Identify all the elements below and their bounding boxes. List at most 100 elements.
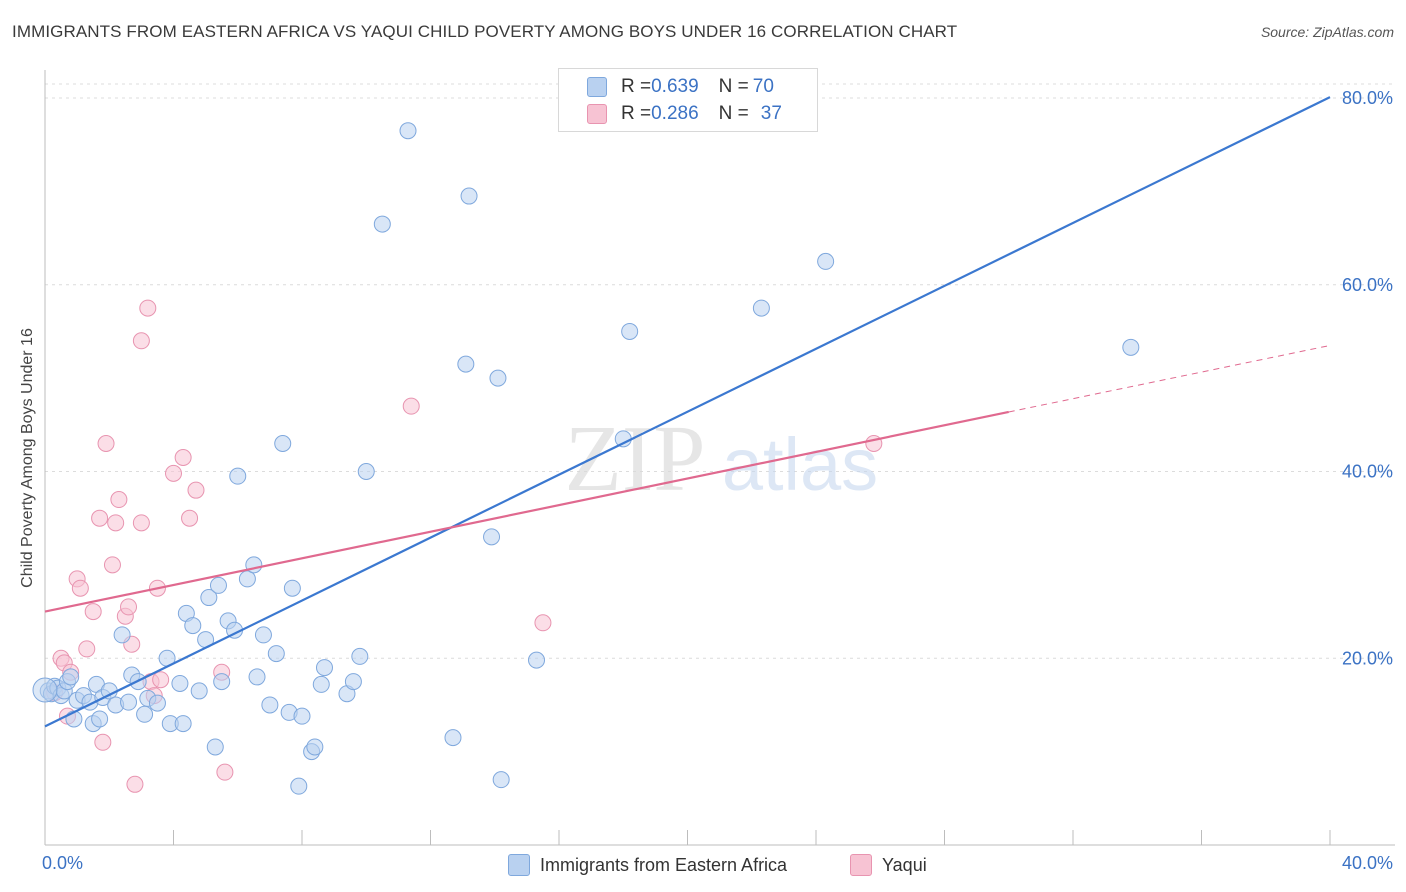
- data-point-yaqui: [181, 509, 199, 527]
- legend-swatch-blue: [587, 77, 607, 97]
- legend-n-label: N =: [718, 103, 749, 124]
- data-point-eastern-africa: [200, 589, 218, 607]
- data-point-eastern-africa: [254, 626, 272, 644]
- data-point-eastern-africa: [483, 528, 501, 546]
- data-point-yaqui: [402, 397, 420, 415]
- trend-line-eastern-africa: [44, 96, 1331, 728]
- data-point-eastern-africa: [315, 659, 333, 677]
- series-yaqui-points: [46, 299, 883, 793]
- legend-swatch-pink: [587, 104, 607, 124]
- legend-r-label: R =: [621, 76, 652, 97]
- data-point-eastern-africa: [489, 369, 507, 387]
- data-point-eastern-africa: [174, 715, 192, 733]
- legend-row-eastern-africa: R = 0.639 N = 70: [587, 75, 774, 99]
- y-tick-label: 80.0%: [1342, 88, 1393, 108]
- legend-r-label: R =: [621, 103, 652, 124]
- data-point-eastern-africa: [528, 651, 546, 669]
- bottom-legend-yaqui: Yaqui: [850, 852, 927, 878]
- data-point-eastern-africa: [283, 579, 301, 597]
- data-point-eastern-africa: [306, 738, 324, 756]
- data-point-yaqui: [216, 763, 234, 781]
- axes: [44, 70, 1395, 846]
- data-point-eastern-africa: [171, 674, 189, 692]
- data-point-eastern-africa: [148, 694, 166, 712]
- data-point-yaqui: [174, 449, 192, 466]
- data-point-eastern-africa-cluster: [32, 677, 58, 703]
- trend-line-yaqui: [44, 410, 1009, 613]
- data-point-yaqui: [94, 733, 112, 751]
- data-point-eastern-africa: [209, 576, 227, 594]
- bottom-legend-label: Immigrants from Eastern Africa: [540, 854, 788, 875]
- trend-lines: [44, 96, 1331, 728]
- data-point-eastern-africa: [817, 252, 835, 270]
- correlation-legend: R = 0.639 N = 70 R = 0.286 N = 37: [558, 68, 818, 132]
- data-point-eastern-africa: [492, 771, 510, 789]
- legend-row-yaqui: R = 0.286 N = 37: [587, 102, 782, 126]
- x-tick-label: 40.0%: [1342, 853, 1393, 873]
- tick-labels: 20.0% 40.0% 60.0% 80.0% 0.0% 40.0%: [42, 88, 1393, 873]
- data-point-yaqui: [107, 514, 125, 532]
- trend-line-yaqui-extension: [1008, 344, 1331, 413]
- data-point-yaqui: [139, 299, 157, 317]
- data-point-eastern-africa: [752, 299, 770, 317]
- data-point-eastern-africa: [213, 673, 231, 691]
- data-point-eastern-africa: [62, 668, 80, 686]
- data-point-eastern-africa: [460, 187, 478, 205]
- data-point-yaqui: [78, 640, 96, 658]
- y-tick-label: 20.0%: [1342, 648, 1393, 668]
- data-point-yaqui: [126, 775, 144, 793]
- data-point-eastern-africa: [184, 617, 202, 635]
- data-point-eastern-africa: [274, 434, 292, 452]
- data-point-eastern-africa: [457, 355, 475, 373]
- data-point-yaqui: [132, 332, 150, 350]
- data-point-yaqui: [103, 556, 121, 574]
- watermark-zip: ZIP: [565, 407, 706, 511]
- data-point-eastern-africa: [91, 710, 109, 728]
- data-point-eastern-africa: [444, 729, 462, 747]
- bottom-legend-swatch-pink: [850, 854, 872, 876]
- data-point-eastern-africa: [229, 467, 247, 485]
- source-credit: Source: ZipAtlas.com: [1260, 24, 1394, 40]
- x-tick-label: 0.0%: [42, 853, 83, 873]
- data-point-yaqui: [534, 614, 552, 632]
- data-point-eastern-africa: [206, 738, 224, 756]
- data-point-yaqui: [187, 481, 205, 499]
- legend-n-value: 37: [760, 103, 782, 124]
- data-point-eastern-africa: [399, 122, 417, 140]
- watermark-atlas: atlas: [722, 423, 878, 506]
- data-point-yaqui: [165, 464, 182, 482]
- data-point-eastern-africa: [293, 707, 311, 725]
- data-point-eastern-africa: [261, 696, 279, 714]
- legend-n-label: N =: [718, 76, 749, 97]
- data-point-eastern-africa: [248, 668, 266, 686]
- series-eastern-africa-points: [32, 122, 1140, 795]
- data-point-eastern-africa: [373, 215, 391, 233]
- bottom-legend-eastern-africa: Immigrants from Eastern Africa: [508, 852, 787, 878]
- data-point-yaqui: [84, 603, 102, 621]
- data-point-eastern-africa: [120, 693, 138, 711]
- data-point-yaqui: [152, 671, 170, 689]
- data-point-eastern-africa: [1122, 338, 1140, 356]
- bottom-legend-swatch-blue: [508, 854, 530, 876]
- data-point-eastern-africa: [190, 682, 208, 700]
- data-point-eastern-africa: [113, 626, 131, 644]
- data-point-yaqui: [71, 579, 89, 597]
- legend-n-value: 70: [752, 76, 774, 97]
- data-point-yaqui: [120, 598, 138, 616]
- y-tick-label: 40.0%: [1342, 462, 1393, 482]
- data-point-yaqui: [110, 491, 128, 509]
- y-tick-label: 60.0%: [1342, 275, 1393, 295]
- data-point-eastern-africa: [267, 645, 285, 663]
- data-point-eastern-africa: [136, 705, 154, 723]
- data-point-eastern-africa: [621, 322, 639, 340]
- data-point-eastern-africa: [357, 463, 375, 481]
- legend-r-value: 0.286: [651, 103, 699, 124]
- data-point-eastern-africa: [351, 647, 369, 665]
- data-point-yaqui: [97, 434, 115, 452]
- data-point-yaqui: [132, 514, 150, 532]
- data-point-eastern-africa: [312, 675, 330, 693]
- legend-r-value: 0.639: [651, 76, 699, 97]
- data-point-yaqui: [91, 509, 109, 527]
- chart-title: IMMIGRANTS FROM EASTERN AFRICA VS YAQUI …: [12, 22, 958, 41]
